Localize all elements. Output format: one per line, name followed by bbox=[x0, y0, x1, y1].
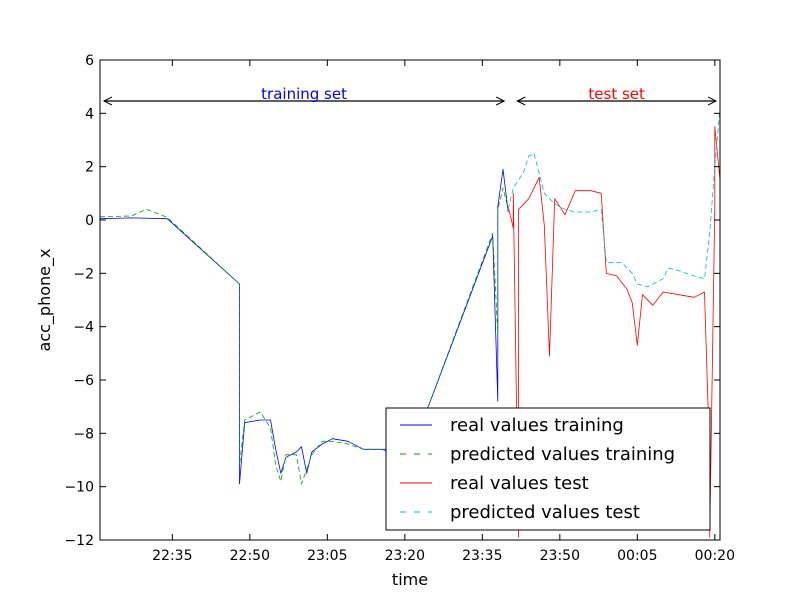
x-tick-label: 00:20 bbox=[695, 548, 735, 564]
y-tick-label: 2 bbox=[85, 160, 94, 176]
annotation-label: training set bbox=[261, 85, 347, 103]
legend-box bbox=[385, 407, 711, 531]
legend-label: predicted values test bbox=[450, 502, 640, 523]
y-tick-label: −2 bbox=[73, 266, 94, 282]
x-tick-label: 22:50 bbox=[230, 548, 270, 564]
y-tick-label: 0 bbox=[85, 213, 94, 229]
annotation-layer: training set test set bbox=[104, 85, 716, 103]
legend: real values training predicted values tra… bbox=[385, 407, 711, 531]
x-tick-label: 23:50 bbox=[540, 548, 580, 564]
y-tick-label: 6 bbox=[85, 53, 94, 69]
x-axis-label: time bbox=[392, 570, 428, 589]
legend-label: predicted values training bbox=[450, 444, 675, 465]
annotation-label: test set bbox=[588, 85, 645, 103]
x-tick-label: 23:35 bbox=[462, 548, 502, 564]
legend-label: real values test bbox=[450, 473, 589, 494]
series-line-predicted-values-training bbox=[100, 187, 509, 485]
x-tick-label: 23:20 bbox=[385, 548, 425, 564]
y-tick-label: −10 bbox=[64, 480, 94, 496]
series-line-real-values-training bbox=[100, 168, 509, 485]
legend-label: real values training bbox=[450, 415, 624, 436]
x-tick-label: 22:35 bbox=[152, 548, 192, 564]
y-axis-label: acc_phone_x bbox=[35, 249, 55, 352]
series-line-real-values-test bbox=[507, 126, 720, 538]
series-layer bbox=[100, 107, 720, 538]
x-tick-label: 23:05 bbox=[307, 548, 347, 564]
y-tick-label: −8 bbox=[73, 426, 94, 442]
plot-frame bbox=[99, 59, 721, 541]
y-tick-label: −12 bbox=[64, 533, 94, 549]
y-tick-label: −6 bbox=[73, 373, 94, 389]
y-tick-label: −4 bbox=[73, 320, 94, 336]
y-tick-label: 4 bbox=[85, 106, 94, 122]
axes-layer: 22:35 22:50 23:05 23:20 23:35 23:50 00:05 00:20… bbox=[64, 53, 735, 564]
x-tick-label: 00:05 bbox=[617, 548, 657, 564]
